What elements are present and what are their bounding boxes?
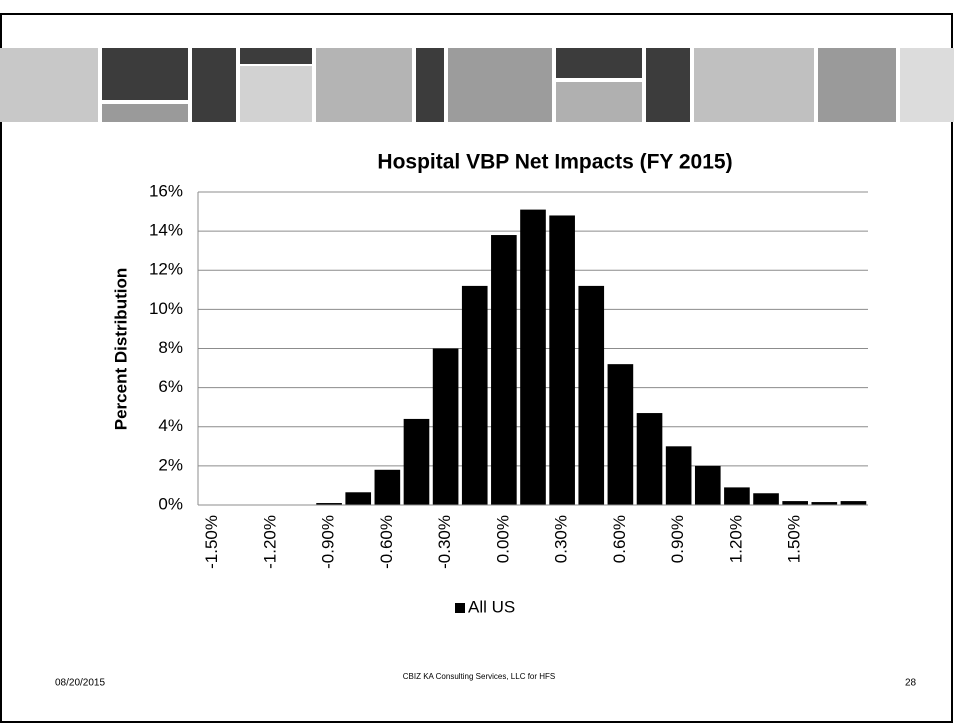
bar [345, 492, 372, 505]
y-tick-label: 2% [158, 455, 183, 474]
bar [461, 285, 488, 505]
footer-date: 08/20/2015 [55, 678, 105, 689]
bar [578, 285, 605, 505]
x-tick-label: 0.60% [610, 515, 629, 563]
bar [432, 348, 459, 505]
y-axis-label: Percent Distribution [111, 268, 130, 430]
x-tick-label: -0.90% [319, 515, 338, 569]
y-tick-label: 10% [149, 299, 183, 318]
x-tick-label: -0.30% [435, 515, 454, 569]
x-tick-label: 0.00% [493, 515, 512, 563]
chart-title: Hospital VBP Net Impacts (FY 2015) [377, 151, 732, 174]
bar [549, 215, 575, 505]
bar [491, 235, 517, 505]
x-tick-label: 1.50% [785, 515, 804, 563]
bar [694, 465, 721, 505]
bar [520, 209, 546, 505]
x-tick-label: -1.20% [260, 515, 279, 569]
x-tick-label: -0.60% [377, 515, 396, 569]
y-tick-label: 4% [158, 416, 183, 435]
bar [636, 413, 663, 505]
page-number: 28 [905, 678, 917, 689]
x-tick-label: -1.50% [202, 515, 221, 569]
legend-swatch [455, 603, 465, 613]
bar [403, 418, 430, 505]
x-tick-label: 0.30% [552, 515, 571, 563]
y-tick-label: 14% [149, 221, 183, 240]
bar [374, 469, 401, 505]
footer-credit: CBIZ KA Consulting Services, LLC for HFS [403, 672, 556, 681]
bar [840, 501, 867, 505]
bar [607, 364, 634, 505]
y-tick-label: 0% [158, 494, 183, 513]
bar [782, 501, 808, 505]
bar [665, 446, 692, 505]
slide-frame [0, 13, 953, 723]
y-tick-label: 8% [158, 338, 183, 357]
bar [811, 502, 838, 505]
bar [753, 493, 779, 505]
y-tick-label: 12% [149, 260, 183, 279]
x-tick-label: 0.90% [668, 515, 687, 563]
banner [0, 48, 954, 122]
bar [316, 503, 342, 505]
y-tick-label: 6% [158, 377, 183, 396]
legend-label: All US [468, 597, 515, 616]
y-tick-label: 16% [149, 181, 183, 200]
bar [724, 487, 750, 505]
x-tick-label: 1.20% [726, 515, 745, 563]
